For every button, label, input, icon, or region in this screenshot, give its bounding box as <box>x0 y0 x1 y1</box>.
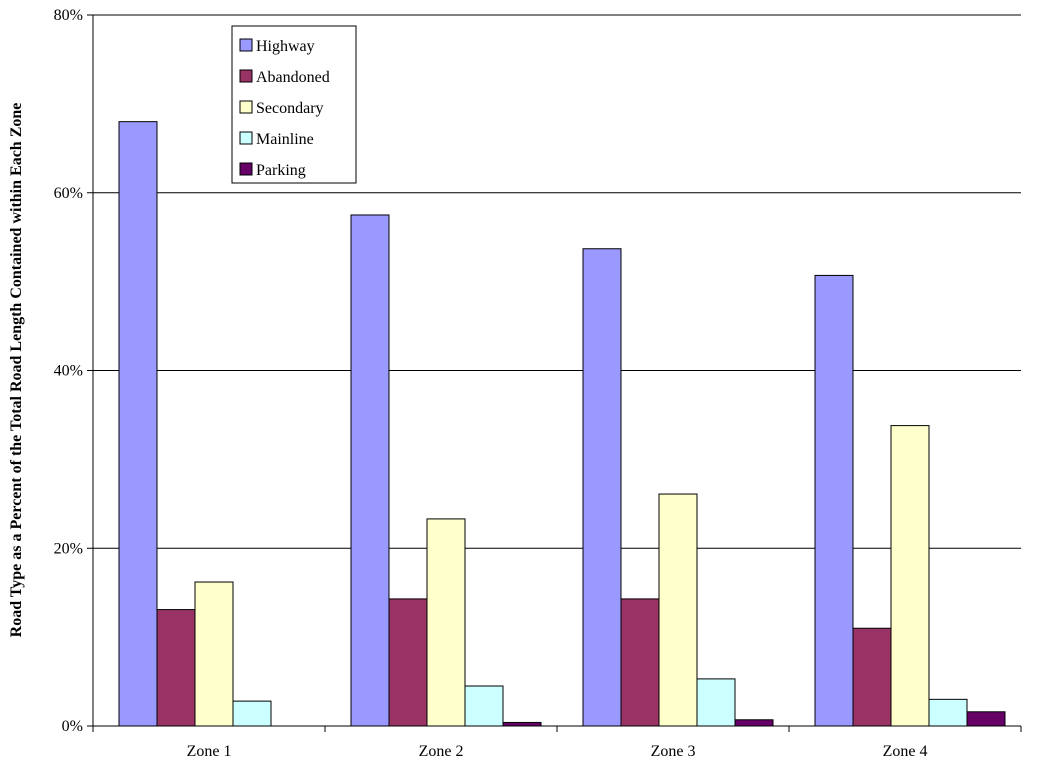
bar-abandoned-3 <box>620 598 660 727</box>
axes: 0% 20% 40% 60% 80% Zone 1 Zone 2 Zone 3 Zone 4 <box>54 7 1022 760</box>
bar-abandoned-2 <box>388 598 428 727</box>
y-tick-label: 80% <box>54 7 83 24</box>
legend-swatch-highway <box>239 38 253 52</box>
bar-mainline-4 <box>928 698 968 727</box>
bars <box>118 121 1006 727</box>
legend-box <box>231 25 357 184</box>
y-tick-label: 60% <box>54 185 83 202</box>
legend: Highway Abandoned Secondary Mainline Parking <box>231 25 357 184</box>
bar-secondary-3 <box>658 493 698 727</box>
legend-swatch-secondary <box>239 100 253 114</box>
y-tick-label: 20% <box>54 540 83 557</box>
bar-highway-2 <box>350 214 390 727</box>
legend-swatch-mainline <box>239 131 253 145</box>
bar-abandoned-4 <box>852 627 892 727</box>
legend-swatch-parking <box>239 162 253 176</box>
x-tick-label: Zone 4 <box>883 743 928 760</box>
bar-mainline-3 <box>696 678 736 727</box>
bar-parking-4 <box>966 711 1006 727</box>
gridlines <box>93 14 1021 549</box>
y-tick-label: 40% <box>54 363 83 380</box>
legend-label-mainline: Mainline <box>256 131 314 148</box>
y-axis-label: Road Type as a Percent of the Total Road… <box>8 103 25 638</box>
bar-secondary-4 <box>890 425 930 727</box>
bar-highway-4 <box>814 274 854 727</box>
bar-abandoned-1 <box>156 609 196 727</box>
legend-label-highway: Highway <box>256 38 315 55</box>
x-tick-label: Zone 3 <box>651 743 696 760</box>
bar-parking-3 <box>734 719 774 727</box>
legend-label-parking: Parking <box>256 162 306 179</box>
legend-label-secondary: Secondary <box>256 100 324 117</box>
x-tick-label: Zone 2 <box>419 743 464 760</box>
legend-swatch-abandoned <box>239 69 253 83</box>
bar-parking-2 <box>502 721 542 727</box>
bar-secondary-2 <box>426 518 466 727</box>
bar-mainline-1 <box>232 700 272 727</box>
bar-secondary-1 <box>194 581 234 727</box>
x-tick-label: Zone 1 <box>187 743 232 760</box>
bar-highway-3 <box>582 248 622 727</box>
bar-mainline-2 <box>464 685 504 727</box>
y-tick-label: 0% <box>62 718 83 735</box>
legend-label-abandoned: Abandoned <box>256 69 330 86</box>
bar-highway-1 <box>118 121 158 727</box>
